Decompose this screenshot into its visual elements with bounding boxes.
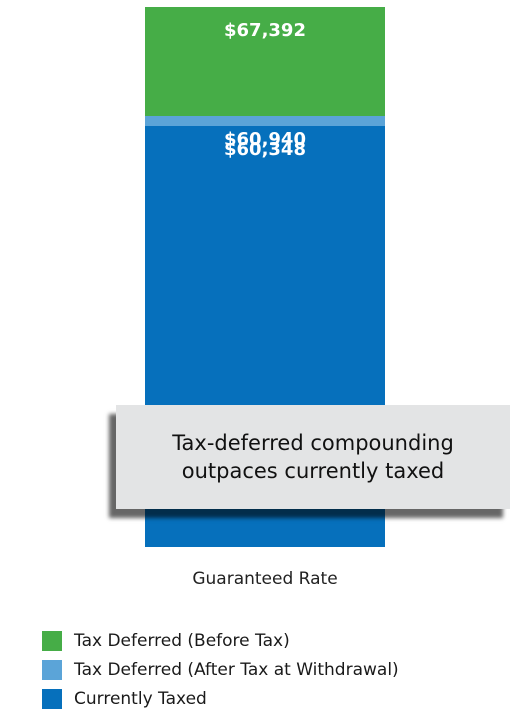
bars-layer (145, 7, 385, 547)
legend-swatch-light-blue (42, 659, 62, 680)
annotation-text: Tax-deferred compounding outpaces curren… (172, 431, 454, 483)
data-label-tax-deferred-before-tax: $67,392 (224, 20, 306, 41)
x-category-label: Guaranteed Rate (192, 569, 337, 589)
annotation-callout: Tax-deferred compounding outpaces curren… (116, 405, 510, 509)
legend-swatch-green (42, 630, 62, 651)
legend-label: Tax Deferred (Before Tax) (74, 630, 290, 651)
data-label-tax-deferred-after-tax: $60,940 (224, 129, 306, 150)
legend-item-tax-deferred-after-tax: Tax Deferred (After Tax at Withdrawal) (42, 655, 399, 684)
legend-item-currently-taxed: Currently Taxed (42, 684, 399, 713)
legend-swatch-dark-blue (42, 688, 62, 709)
legend-label: Tax Deferred (After Tax at Withdrawal) (74, 659, 399, 680)
data-labels-layer: $67,392 $60,940$60,348 (224, 20, 306, 160)
legend-label: Currently Taxed (74, 688, 207, 709)
data-label-currently-taxed: $60,348 (224, 139, 306, 160)
chart-legend: Tax Deferred (Before Tax) Tax Deferred (… (42, 626, 399, 713)
legend-item-tax-deferred-before-tax: Tax Deferred (Before Tax) (42, 626, 399, 655)
